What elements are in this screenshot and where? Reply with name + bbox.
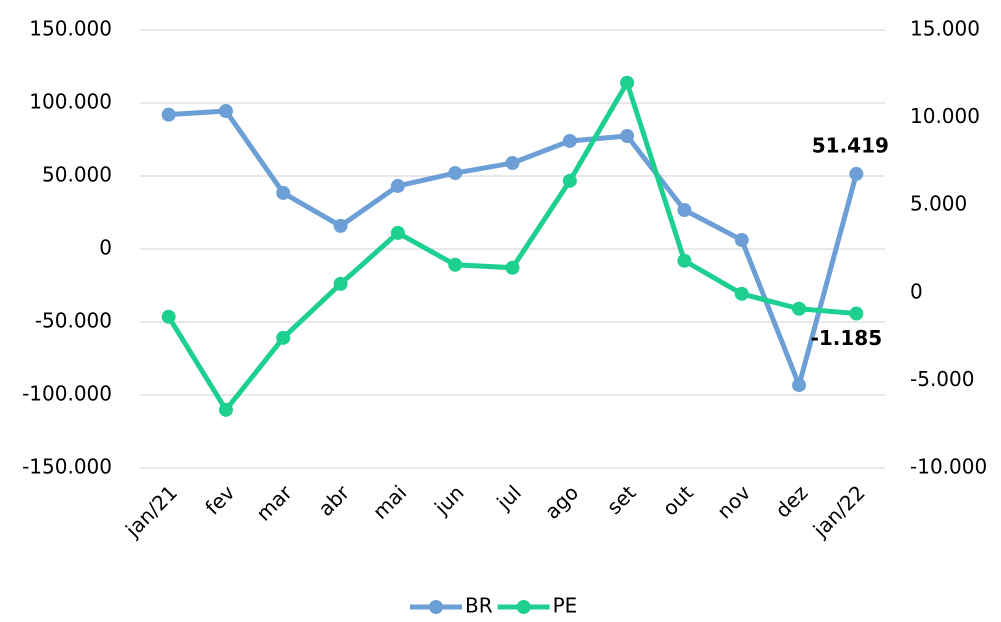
point [677,253,692,268]
point [562,133,577,148]
point [276,185,291,200]
point [620,128,635,143]
x-tick-label: abr [314,480,355,521]
x-tick-label: jul [491,480,526,515]
point [792,378,807,393]
point [849,306,864,321]
point [161,309,176,324]
x-tick-label: fev [200,480,239,519]
point [390,225,405,240]
x-tick-label: set [602,480,641,519]
point [562,173,577,188]
x-tick-label: jan/21 [120,480,182,542]
data-label: 51.419 [812,133,889,157]
y2-tick-label: 5.000 [910,192,967,216]
point [734,286,749,301]
point [677,203,692,218]
y-tick-label: -50.000 [35,309,112,333]
data-label: -1.185 [811,326,883,350]
y-tick-label: 150.000 [29,17,112,41]
point [390,178,405,193]
point [849,166,864,181]
x-tick-label: dez [770,480,812,522]
point [448,166,463,181]
y2-tick-label: 15.000 [910,17,980,41]
legend-marker [516,600,531,614]
x-tick-label: jan/22 [808,480,870,542]
x-tick-label: out [658,480,698,520]
point [448,257,463,272]
point [734,232,749,247]
x-tick-label: jun [429,480,469,520]
legend-item: PE [497,594,578,618]
y-tick-label: -100.000 [22,382,112,406]
y2-tick-label: -5.000 [910,367,974,391]
x-tick-label: mai [368,480,411,523]
legend-label: BR [465,594,493,618]
point [620,75,635,90]
x-tick-label: ago [540,480,583,523]
point [218,104,233,119]
y2-tick-label: 0 [910,279,923,303]
legend-item: BR [410,594,493,618]
y2-tick-label: -10.000 [910,455,987,479]
y2-tick-label: 10.000 [910,104,980,128]
legend-label: PE [553,594,578,618]
y-tick-label: -150.000 [22,455,112,479]
series-line [166,80,857,413]
point [505,156,520,171]
y-tick-label: 50.000 [42,163,112,187]
legend-marker [429,600,443,614]
point [333,276,348,291]
x-tick-label: nov [712,480,755,523]
point [161,107,176,122]
point [505,260,520,275]
point [333,218,348,233]
series-line [168,108,859,388]
point [276,330,291,345]
y-tick-label: 100.000 [29,90,112,114]
y-tick-label: 0 [99,236,112,260]
point [218,402,233,417]
x-tick-label: mar [251,480,297,526]
point [792,301,807,316]
